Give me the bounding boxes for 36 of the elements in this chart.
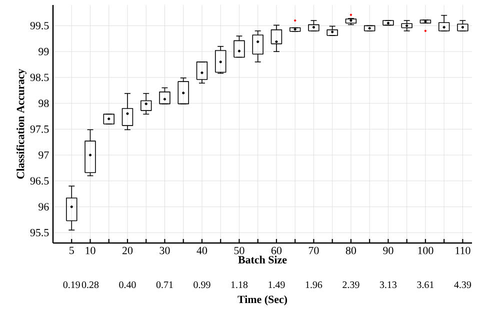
y-tick-label: 96.5: [30, 177, 49, 185]
text: 1.49: [268, 281, 285, 288]
x-tick-label: 100: [418, 246, 434, 254]
x-tick-label: 110: [456, 246, 470, 254]
text: 2.39: [342, 281, 360, 288]
text: 0.99: [194, 281, 210, 288]
y-tick-label: 98: [38, 100, 49, 108]
x-tick-label: 50: [234, 246, 244, 254]
x-tick-label: 30: [160, 246, 170, 254]
x-tick-label: 20: [122, 246, 133, 254]
text: 0.71: [156, 281, 173, 288]
y-axis-title: Classification Accuracy: [16, 68, 26, 179]
x-tick-label: 70: [308, 246, 319, 254]
x-tick-label: 90: [383, 246, 394, 254]
y-tick-label: 97.5: [30, 125, 49, 133]
y-tick-label: 98.5: [30, 74, 49, 82]
y-tick-label: 99.5: [30, 22, 49, 30]
text: 1.96: [306, 281, 322, 288]
text: 3.61: [417, 281, 434, 288]
y-tick-label: 97: [38, 151, 49, 159]
x-tick-label: 10: [86, 246, 96, 254]
x2-axis-title: Time (Sec): [238, 295, 288, 306]
y-tick-label: 99: [38, 48, 49, 56]
text: 0.40: [119, 281, 136, 288]
x-tick-label: 80: [346, 246, 356, 254]
text: 0.28: [82, 281, 99, 288]
y-tick-label: 95.5: [30, 228, 49, 236]
x-tick-label: 40: [196, 246, 208, 254]
x-axis-title: Batch Size: [238, 256, 287, 264]
text: 3.13: [380, 281, 397, 288]
x-tick-label: 60: [271, 246, 282, 254]
text: 4.39: [454, 281, 472, 288]
text: 1.18: [231, 281, 248, 288]
text: 0.19: [63, 281, 80, 288]
y-tick-label: 96: [38, 203, 49, 210]
x-tick-label: 5: [70, 246, 74, 254]
